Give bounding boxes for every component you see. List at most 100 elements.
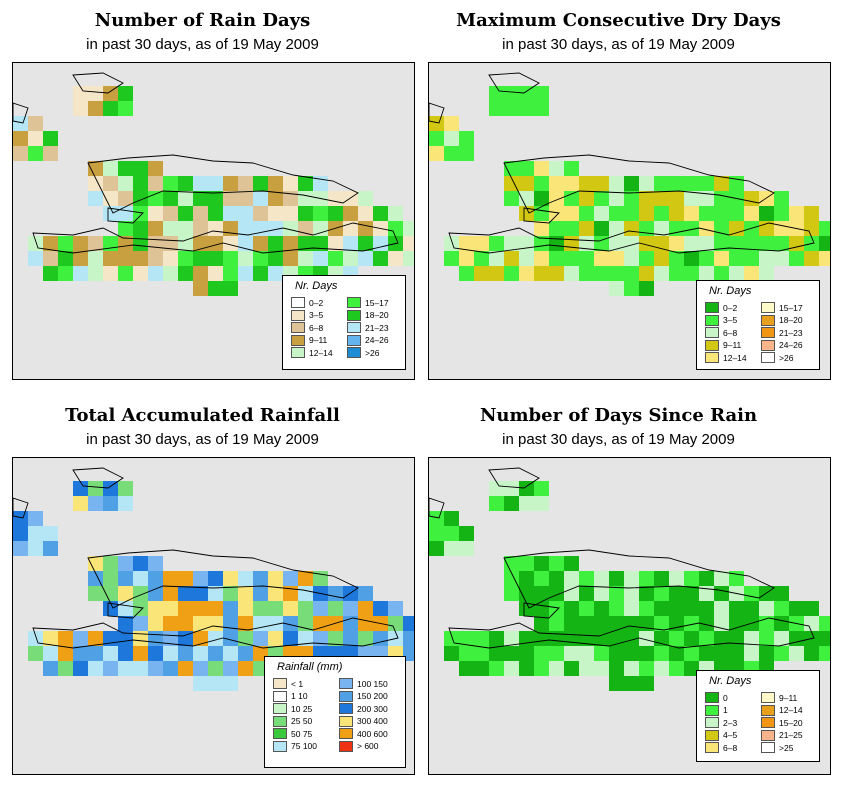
grid-cell	[504, 251, 519, 266]
grid-cell	[118, 101, 133, 116]
legend-days-since-rain: Nr. Days 0 1 2–3 4–5 6–8 9–11 12–14 15–20 21–25 >…	[696, 670, 820, 762]
grid-cell	[609, 571, 624, 586]
grid-cell	[103, 481, 118, 496]
grid-cell	[313, 251, 328, 266]
grid-cell	[759, 236, 774, 251]
grid-cell	[564, 556, 579, 571]
grid-cell	[373, 601, 388, 616]
grid-cell	[504, 176, 519, 191]
grid-cell	[519, 646, 534, 661]
grid-cell	[699, 191, 714, 206]
grid-cell	[669, 206, 684, 221]
legend-item: >26	[761, 351, 793, 364]
legend-item: 3–5	[291, 309, 323, 322]
grid-cell	[88, 496, 103, 511]
grid-cell	[28, 541, 43, 556]
grid-cell	[193, 676, 208, 691]
legend-item: 18–20	[347, 309, 389, 322]
legend-label: 2–3	[723, 717, 738, 728]
grid-cell	[73, 661, 88, 676]
grid-cell	[654, 221, 669, 236]
grid-cell	[684, 571, 699, 586]
legend-label: 1	[723, 705, 728, 715]
grid-cell	[223, 206, 238, 221]
grid-cell	[534, 556, 549, 571]
grid-cell	[28, 236, 43, 251]
legend-item: 100 150	[339, 677, 388, 690]
grid-cell	[759, 646, 774, 661]
grid-cell	[388, 616, 403, 631]
legend-swatch	[273, 740, 287, 752]
grid-cell	[268, 631, 283, 646]
grid-cell	[684, 631, 699, 646]
grid-cell	[609, 676, 624, 691]
grid-cell	[208, 266, 223, 281]
grid-cell	[283, 616, 298, 631]
legend-swatch	[273, 715, 287, 727]
legend-swatch	[339, 740, 353, 752]
grid-cell	[429, 116, 444, 131]
grid-cell	[549, 266, 564, 281]
grid-cell	[13, 131, 28, 146]
grid-cell	[178, 661, 193, 676]
grid-cell	[343, 206, 358, 221]
grid-cell	[504, 236, 519, 251]
grid-cell	[564, 586, 579, 601]
grid-cell	[579, 266, 594, 281]
grid-cell	[714, 221, 729, 236]
grid-cell	[118, 631, 133, 646]
grid-cell	[88, 161, 103, 176]
legend-label: 100 150	[357, 678, 388, 689]
grid-cell	[624, 676, 639, 691]
grid-cell	[624, 176, 639, 191]
legend-item: >26	[347, 346, 379, 359]
grid-cell	[268, 176, 283, 191]
grid-cell	[699, 601, 714, 616]
grid-cell	[504, 661, 519, 676]
grid-cell	[343, 631, 358, 646]
grid-cell	[684, 251, 699, 266]
legend-label: 6–8	[309, 322, 324, 333]
panel-rain-days: Number of Rain Days in past 30 days, as …	[0, 0, 415, 390]
legend-title: Nr. Days	[709, 675, 752, 687]
grid-cell	[819, 221, 830, 236]
grid-cell	[283, 586, 298, 601]
grid-cell	[103, 191, 118, 206]
grid-cell	[388, 251, 403, 266]
grid-cell	[774, 236, 789, 251]
grid-cell	[388, 206, 403, 221]
grid-cell	[744, 631, 759, 646]
grid-cell	[43, 131, 58, 146]
grid-cell	[594, 176, 609, 191]
grid-cell	[789, 236, 804, 251]
grid-cell	[373, 251, 388, 266]
grid-cell	[43, 526, 58, 541]
grid-cell	[579, 176, 594, 191]
grid-cell	[193, 601, 208, 616]
grid-cell	[579, 586, 594, 601]
legend-item: 24–26	[347, 334, 389, 347]
legend-item: 12–14	[705, 351, 747, 364]
grid-cell	[118, 161, 133, 176]
grid-cell	[669, 251, 684, 266]
grid-cell	[519, 191, 534, 206]
legend-swatch	[705, 692, 719, 703]
grid-cell	[373, 236, 388, 251]
legend-label: 0–2	[309, 297, 324, 308]
grid-cell	[208, 176, 223, 191]
legend-label: 15–20	[779, 717, 803, 728]
legend-swatch	[347, 297, 361, 308]
grid-cell	[699, 221, 714, 236]
legend-label: 75 100	[291, 741, 317, 751]
grid-cell	[298, 586, 313, 601]
grid-cell	[489, 266, 504, 281]
panel-subtitle: in past 30 days, as of 19 May 2009	[502, 431, 735, 448]
grid-cell	[729, 251, 744, 266]
grid-cell	[429, 131, 444, 146]
grid-cell	[118, 266, 133, 281]
legend-item: 0–2	[705, 301, 737, 314]
grid-cell	[73, 646, 88, 661]
grid-cell	[444, 541, 459, 556]
grid-cell	[579, 616, 594, 631]
grid-cell	[444, 131, 459, 146]
